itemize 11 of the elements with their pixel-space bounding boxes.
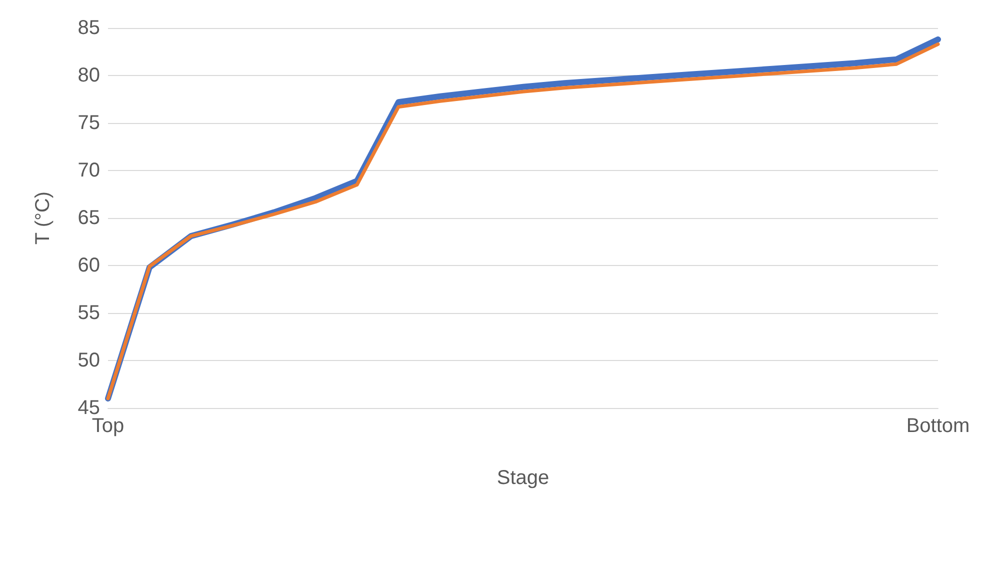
y-tick-label: 85 xyxy=(78,17,100,39)
y-axis-title: T (°C) xyxy=(32,191,54,245)
y-tick-label: 60 xyxy=(78,254,100,276)
y-tick-label: 55 xyxy=(78,302,100,324)
y-tick-label: 75 xyxy=(78,112,100,134)
y-tick-label: 70 xyxy=(78,160,100,182)
x-axis-title: Stage xyxy=(496,467,550,489)
y-tick-label: 65 xyxy=(78,207,100,229)
y-tick-label: 50 xyxy=(78,350,100,372)
x-tick-label: Bottom xyxy=(906,415,970,437)
y-tick-label: 80 xyxy=(78,64,100,86)
